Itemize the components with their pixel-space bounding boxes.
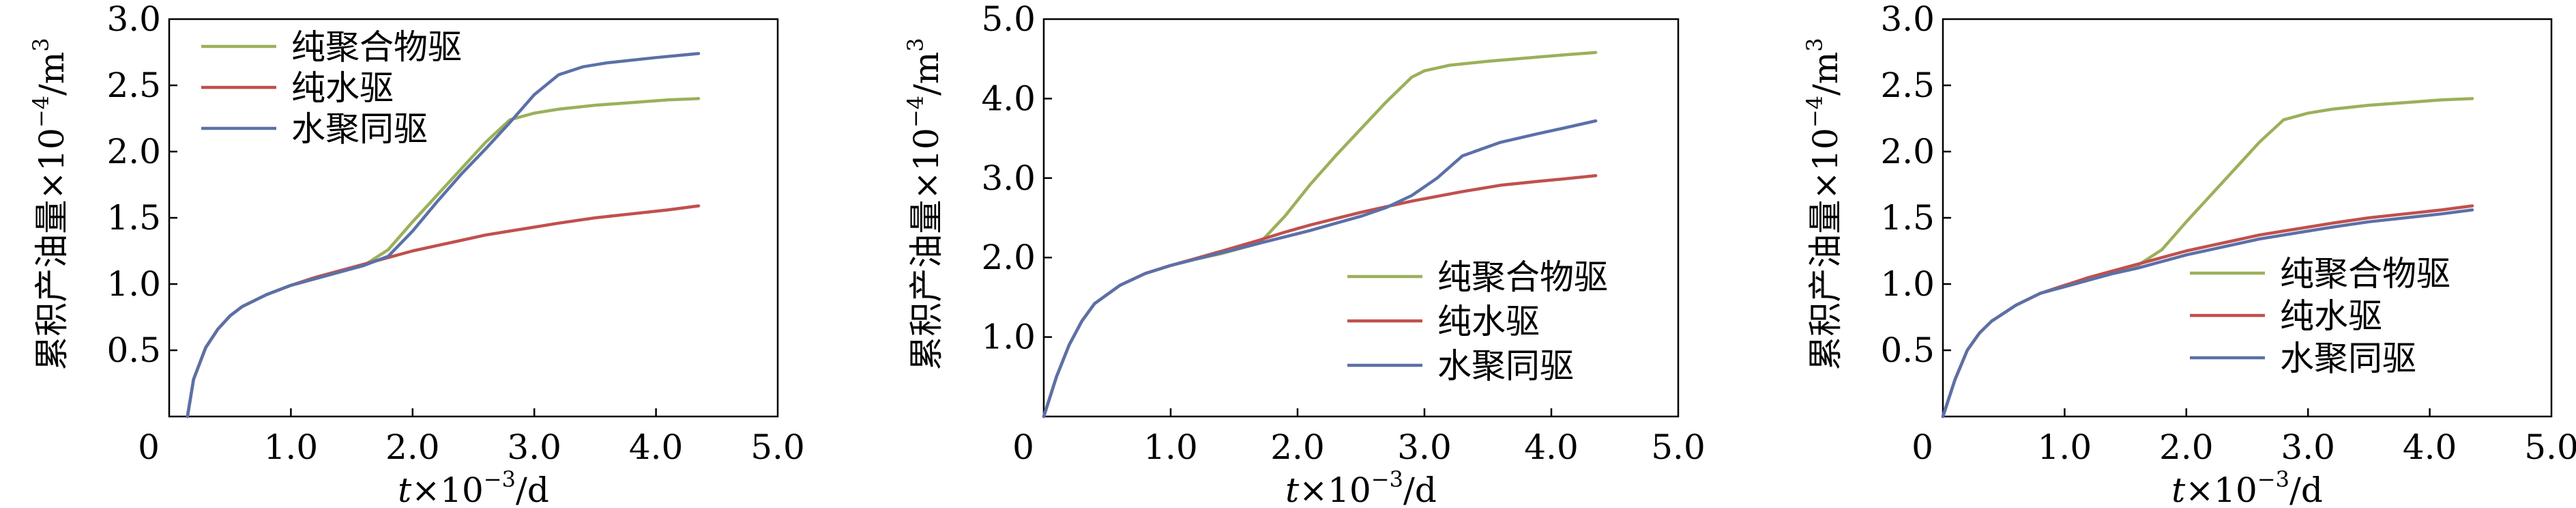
plot-frame [1042, 18, 1680, 418]
series-line-3 [186, 52, 701, 419]
y-axis-unit: /m [32, 52, 72, 96]
x-axis-label: t×10−3/d [2171, 466, 2323, 508]
chart-1: 0 1.0 2.0 3.0 4.0 5.00.51.01.52.02.53.0t×10−3… [28, 0, 805, 508]
y-tick-label: 4.0 [981, 79, 1036, 118]
y-axis-exponent: −4 [28, 96, 54, 128]
x-axis-var: t [2171, 470, 2186, 508]
x-tick-label: 2.0 [385, 427, 440, 467]
legend-label: 水聚同驱 [2280, 339, 2416, 378]
y-tick-label: 2.5 [106, 66, 161, 105]
legend-label: 纯聚合物驱 [291, 27, 462, 67]
y-tick-label: 1.5 [1880, 198, 1935, 238]
y-tick-label: 2.0 [981, 238, 1036, 277]
x-axis-unit: /d [2289, 470, 2323, 508]
series-line-2 [186, 204, 701, 419]
legend-label: 纯水驱 [1437, 302, 1540, 341]
x-tick-label: 3.0 [2281, 427, 2335, 467]
series-line-1 [186, 97, 701, 419]
legend-label: 纯水驱 [2280, 296, 2382, 336]
x-axis-exponent: −3 [2257, 466, 2289, 492]
y-axis-label: 累积产油量×10−4/m3 [903, 38, 946, 370]
y-axis-exponent: −4 [903, 96, 928, 128]
y-tick-label: 2.5 [1880, 66, 1935, 105]
x-tick-label: 5.0 [1651, 427, 1706, 467]
y-axis-text: 累积产油量×10 [907, 128, 946, 371]
y-axis-text: 累积产油量×10 [1806, 128, 1845, 371]
series-line-2 [1941, 204, 2474, 419]
x-axis-text: ×10 [411, 470, 484, 508]
x-axis-exponent: −3 [484, 466, 516, 492]
y-tick-label: 0.5 [106, 330, 161, 370]
x-axis-exponent: −3 [1371, 466, 1403, 492]
x-axis-unit: /d [516, 470, 549, 508]
x-tick-label: 5.0 [2524, 427, 2576, 467]
y-axis-unit-exponent: 3 [1802, 38, 1828, 51]
y-tick-label: 0.5 [1880, 330, 1935, 370]
legend-label: 纯聚合物驱 [1437, 257, 1608, 297]
x-axis-unit: /d [1403, 470, 1437, 508]
y-axis-label: 累积产油量×10−4/m3 [1802, 38, 1845, 370]
y-axis-unit: /m [907, 52, 946, 96]
y-tick-label: 2.0 [1880, 132, 1935, 171]
y-axis-text: 累积产油量×10 [32, 128, 72, 371]
chart-2: 0 1.0 2.0 3.0 4.0 5.0 1.0 2.0 3.0 4.0 5.0 t×10−3/d 累… [903, 0, 1706, 508]
x-tick-label: 0 [138, 427, 160, 467]
x-axis-var: t [398, 470, 412, 508]
y-axis-unit-exponent: 3 [28, 38, 54, 51]
x-tick-label: 4.0 [629, 427, 684, 467]
x-axis-label: t×10−3/d [398, 466, 549, 508]
y-axis-unit: /m [1806, 52, 1845, 96]
y-axis-exponent: −4 [1802, 96, 1828, 128]
x-tick-label: 2.0 [2159, 427, 2214, 467]
x-tick-label: 1.0 [264, 427, 319, 467]
y-tick-label: 1.5 [106, 198, 161, 238]
y-tick-label: 1.0 [1880, 264, 1935, 304]
x-tick-label: 1.0 [2038, 427, 2092, 467]
y-axis-label: 累积产油量×10−4/m3 [28, 38, 72, 370]
y-axis-unit-exponent: 3 [903, 38, 928, 51]
x-tick-label: 4.0 [2403, 427, 2457, 467]
x-axis-label: t×10−3/d [1285, 466, 1437, 508]
x-tick-label: 4.0 [1524, 427, 1579, 467]
x-tick-label: 1.0 [1143, 427, 1198, 467]
legend-label: 纯聚合物驱 [2280, 254, 2450, 294]
x-axis-text: ×10 [2185, 470, 2257, 508]
x-tick-label: 0 [1012, 427, 1034, 467]
x-tick-label: 3.0 [1397, 427, 1452, 467]
y-tick-label: 1.0 [981, 318, 1036, 357]
x-tick-label: 3.0 [507, 427, 561, 467]
x-axis-var: t [1285, 470, 1300, 508]
x-tick-label: 2.0 [1270, 427, 1325, 467]
chart-3: 0 1.0 2.0 3.0 4.0 5.00.51.01.52.02.53.0t×10−3… [1802, 0, 2576, 508]
legend-label: 纯水驱 [291, 68, 394, 108]
y-tick-label: 5.0 [981, 0, 1036, 39]
y-tick-label: 2.0 [106, 132, 161, 171]
x-tick-label: 0 [1912, 427, 1933, 467]
y-tick-label: 1.0 [106, 264, 161, 304]
x-axis-text: ×10 [1299, 470, 1371, 508]
y-tick-label: 3.0 [106, 0, 161, 39]
plot-frame [168, 18, 779, 418]
legend-label: 水聚同驱 [1437, 346, 1574, 386]
series-line-3 [1941, 208, 2474, 419]
y-tick-label: 3.0 [1880, 0, 1935, 39]
x-tick-label: 5.0 [750, 427, 805, 467]
legend-label: 水聚同驱 [291, 109, 428, 149]
series-line-3 [1042, 119, 1598, 419]
y-tick-label: 3.0 [981, 158, 1036, 198]
